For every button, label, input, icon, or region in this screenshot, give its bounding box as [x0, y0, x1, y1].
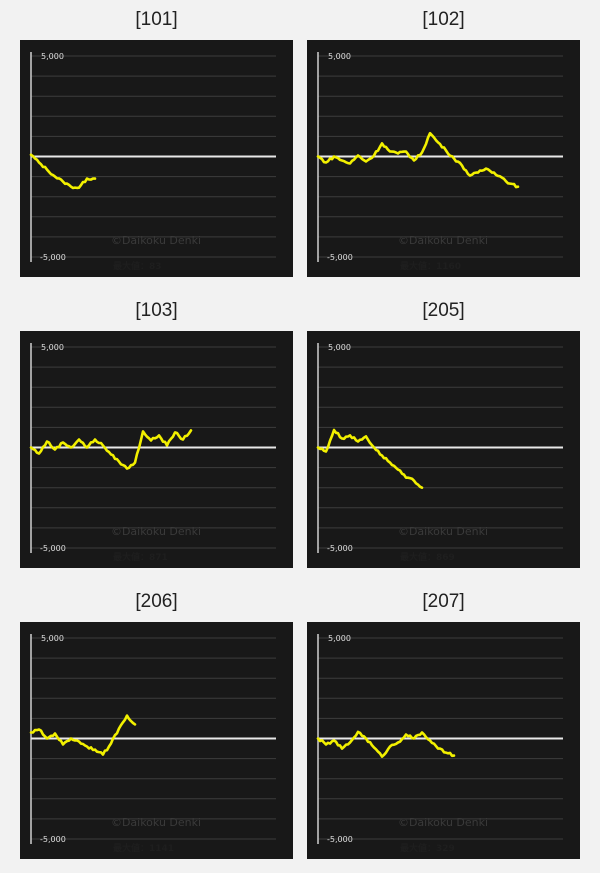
watermark: ©Daikoku Denki [398, 525, 488, 538]
chart-title: [205] [422, 300, 465, 321]
y-tick-label-top: 5,000 [41, 52, 64, 61]
chart-panel: 5,000 -5,000 ©Daikoku Denki 最大値：871 [20, 331, 293, 568]
chart-cell-101: [101] 5,000 -5,000 ©Daikoku Denki 最大値：83 [20, 0, 293, 277]
watermark: ©Daikoku Denki [111, 525, 201, 538]
max-value-label: 最大値：329 [400, 842, 455, 854]
watermark: ©Daikoku Denki [111, 816, 201, 829]
chart-panel: 5,000 -5,000 ©Daikoku Denki 最大値：869 [307, 331, 580, 568]
line-chart: 5,000 -5,000 ©Daikoku Denki 最大値：871 [29, 343, 276, 563]
chart-title: [207] [422, 591, 465, 612]
y-tick-label-top: 5,000 [328, 343, 351, 352]
y-tick-label-bottom: -5,000 [327, 544, 353, 553]
y-tick-label-top: 5,000 [41, 634, 64, 643]
series-line [29, 714, 137, 756]
watermark: ©Daikoku Denki [111, 234, 201, 247]
series-line [316, 730, 456, 758]
y-tick-label-bottom: -5,000 [327, 835, 353, 844]
chart-panel: 5,000 -5,000 ©Daikoku Denki 最大値：329 [307, 622, 580, 859]
chart-panel: 5,000 -5,000 ©Daikoku Denki 最大値：83 [20, 40, 293, 277]
chart-cell-205: [205] 5,000 -5,000 ©Daikoku Denki 最大値：869 [307, 291, 580, 568]
y-tick-label-bottom: -5,000 [40, 835, 66, 844]
watermark: ©Daikoku Denki [398, 816, 488, 829]
max-value-label: 最大値：869 [400, 551, 455, 563]
max-value-label: 最大値：1141 [113, 842, 174, 854]
chart-title: [101] [135, 9, 178, 30]
series-line [29, 153, 97, 190]
line-chart: 5,000 -5,000 ©Daikoku Denki 最大値：83 [29, 52, 276, 272]
y-tick-label-top: 5,000 [41, 343, 64, 352]
series-line [316, 131, 520, 189]
series-line [316, 428, 424, 489]
max-value-label: 最大値：83 [113, 260, 162, 272]
chart-cell-207: [207] 5,000 -5,000 ©Daikoku Denki 最大値：329 [307, 582, 580, 859]
chart-title: [103] [135, 300, 178, 321]
chart-cell-102: [102] 5,000 -5,000 ©Daikoku Denki 最大値：1160 [307, 0, 580, 277]
y-tick-label-top: 5,000 [328, 634, 351, 643]
y-tick-label-bottom: -5,000 [327, 253, 353, 262]
chart-title: [206] [135, 591, 178, 612]
chart-cell-103: [103] 5,000 -5,000 ©Daikoku Denki 最大値：871 [20, 291, 293, 568]
line-chart: 5,000 -5,000 ©Daikoku Denki 最大値：1160 [316, 52, 563, 272]
line-chart: 5,000 -5,000 ©Daikoku Denki 最大値：869 [316, 343, 563, 563]
chart-title: [102] [422, 9, 465, 30]
line-chart: 5,000 -5,000 ©Daikoku Denki 最大値：329 [316, 634, 563, 854]
series-line [29, 429, 193, 470]
y-tick-label-bottom: -5,000 [40, 253, 66, 262]
y-tick-label-top: 5,000 [328, 52, 351, 61]
chart-panel: 5,000 -5,000 ©Daikoku Denki 最大値：1160 [307, 40, 580, 277]
max-value-label: 最大値：871 [113, 551, 168, 563]
chart-cell-206: [206] 5,000 -5,000 ©Daikoku Denki 最大値：1141 [20, 582, 293, 859]
line-chart: 5,000 -5,000 ©Daikoku Denki 最大値：1141 [29, 634, 276, 854]
watermark: ©Daikoku Denki [398, 234, 488, 247]
chart-panel: 5,000 -5,000 ©Daikoku Denki 最大値：1141 [20, 622, 293, 859]
y-tick-label-bottom: -5,000 [40, 544, 66, 553]
max-value-label: 最大値：1160 [400, 260, 461, 272]
